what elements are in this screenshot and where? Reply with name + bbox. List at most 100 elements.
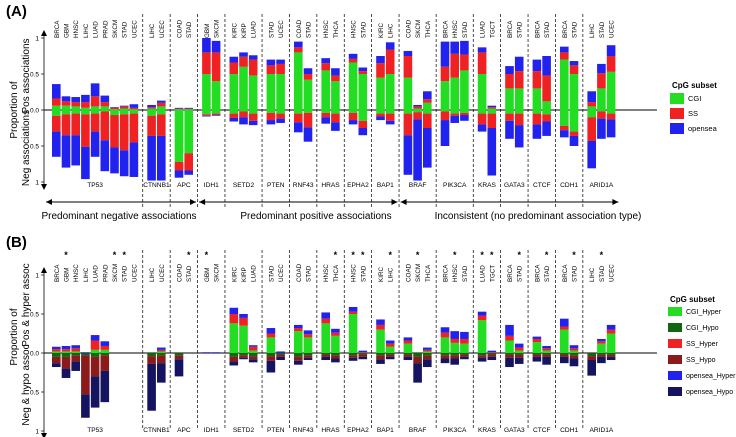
bar-pos-segment bbox=[514, 71, 524, 89]
bar-neg-segment bbox=[157, 355, 166, 364]
bar-neg-segment bbox=[542, 356, 551, 365]
bar-neg-segment bbox=[413, 356, 422, 364]
gene-label: CTNNB1 bbox=[143, 182, 170, 189]
bar-neg-segment bbox=[385, 353, 395, 355]
bar-neg-segment bbox=[239, 355, 248, 358]
y-tick-label: 1 bbox=[35, 429, 39, 436]
bar-neg-segment bbox=[542, 354, 551, 357]
bar-pos-segment bbox=[376, 56, 385, 64]
bar-pos-segment bbox=[110, 107, 119, 110]
bar-neg-segment bbox=[569, 131, 579, 136]
bar-neg-segment bbox=[202, 110, 211, 115]
bar-neg-segment bbox=[229, 353, 239, 357]
bar-neg-segment bbox=[110, 110, 119, 116]
bar-neg-segment bbox=[248, 120, 258, 126]
bar-neg-segment bbox=[202, 114, 211, 116]
bar-pos-segment bbox=[514, 56, 524, 72]
bar-pos-segment bbox=[542, 101, 551, 110]
bar-neg-segment bbox=[532, 113, 542, 125]
bar-pos-segment bbox=[61, 349, 71, 352]
bar-neg-segment bbox=[569, 358, 579, 367]
bar-neg-segment bbox=[487, 113, 497, 128]
bar-pos-segment bbox=[90, 340, 100, 350]
cancer-label: UCEC bbox=[278, 20, 285, 38]
bar-neg-segment bbox=[174, 355, 184, 360]
panel-a-ylabel-top2: Pos associations bbox=[21, 38, 32, 113]
cancer-label: HNSC bbox=[452, 264, 459, 282]
bar-pos-segment bbox=[100, 102, 110, 107]
bar-pos-segment bbox=[358, 74, 368, 110]
bar-pos-segment bbox=[129, 107, 139, 110]
cancer-label: STAD bbox=[268, 265, 275, 282]
bar-pos-segment bbox=[477, 311, 487, 316]
legend-swatch bbox=[668, 323, 682, 332]
bar-pos-segment bbox=[100, 95, 110, 103]
cancer-label: HNSC bbox=[73, 264, 80, 282]
bar-neg-segment bbox=[276, 110, 285, 114]
bar-pos-segment bbox=[52, 98, 61, 106]
bar-pos-segment bbox=[413, 108, 422, 110]
gene-label: GATA3 bbox=[504, 427, 525, 434]
bar-neg-segment bbox=[348, 112, 358, 121]
cancer-label: LIHC bbox=[589, 267, 596, 282]
bar-neg-segment bbox=[211, 113, 221, 116]
cancer-label: KIRC bbox=[231, 23, 238, 38]
bar-neg-segment bbox=[90, 353, 100, 357]
bar-neg-segment bbox=[460, 115, 469, 121]
cancer-label: UCEC bbox=[159, 20, 166, 38]
significance-star: * bbox=[480, 250, 484, 260]
bar-pos-segment bbox=[266, 328, 276, 334]
bar-neg-segment bbox=[229, 117, 239, 122]
bar-neg-segment bbox=[423, 355, 432, 360]
bar-neg-segment bbox=[560, 356, 569, 364]
cancer-label: UCEC bbox=[131, 20, 138, 38]
bar-neg-segment bbox=[248, 113, 258, 121]
bar-pos-segment bbox=[358, 352, 368, 353]
bar-neg-segment bbox=[403, 353, 413, 355]
cancer-label: STAD bbox=[306, 265, 313, 282]
category-arrow-inconsistent-left-head bbox=[400, 199, 407, 205]
bar-neg-segment bbox=[239, 117, 248, 125]
bar-neg-segment bbox=[147, 363, 156, 411]
bar-pos-segment bbox=[303, 68, 313, 74]
cancer-label: KIRC bbox=[378, 267, 385, 282]
bar-pos-segment bbox=[229, 56, 239, 63]
cancer-label: GBM bbox=[204, 268, 211, 282]
bar-neg-segment bbox=[61, 114, 71, 136]
bar-neg-segment bbox=[276, 354, 285, 357]
bar-neg-segment bbox=[440, 355, 450, 359]
bar-neg-segment bbox=[147, 353, 156, 357]
bar-pos-segment bbox=[90, 349, 100, 353]
bar-pos-segment bbox=[331, 332, 340, 336]
panel-a-ylabel-bottom: Neg associations bbox=[21, 110, 32, 186]
bar-neg-segment bbox=[294, 122, 303, 133]
bar-neg-segment bbox=[61, 110, 71, 115]
bar-pos-segment bbox=[90, 83, 100, 97]
bar-pos-segment bbox=[100, 349, 110, 353]
bar-neg-segment bbox=[266, 120, 276, 125]
bar-pos-segment bbox=[403, 340, 413, 344]
cancer-label: STAD bbox=[462, 21, 469, 38]
bar-neg-segment bbox=[239, 111, 248, 118]
gene-label: PTEN bbox=[267, 182, 285, 189]
bar-neg-segment bbox=[597, 356, 606, 364]
bar-pos-segment bbox=[157, 347, 166, 350]
bar-neg-segment bbox=[119, 110, 129, 115]
bar-pos-segment bbox=[239, 317, 248, 326]
gene-label: CDH1 bbox=[560, 427, 578, 434]
bar-neg-segment bbox=[276, 113, 285, 119]
bar-pos-segment bbox=[505, 66, 514, 74]
panel-a-ylabel-top: Proportion of bbox=[9, 81, 20, 138]
bar-neg-segment bbox=[385, 356, 395, 360]
bar-neg-segment bbox=[413, 112, 422, 120]
bar-neg-segment bbox=[413, 353, 422, 357]
bar-pos-segment bbox=[460, 40, 469, 55]
bar-neg-segment bbox=[157, 114, 166, 136]
bar-pos-segment bbox=[321, 63, 330, 71]
cancer-label: STAD bbox=[122, 265, 129, 282]
bar-pos-segment bbox=[403, 343, 413, 353]
bar-pos-segment bbox=[184, 109, 193, 110]
cancer-label: STAD bbox=[122, 21, 129, 38]
bar-neg-segment bbox=[229, 110, 239, 114]
bar-neg-segment bbox=[294, 110, 303, 114]
